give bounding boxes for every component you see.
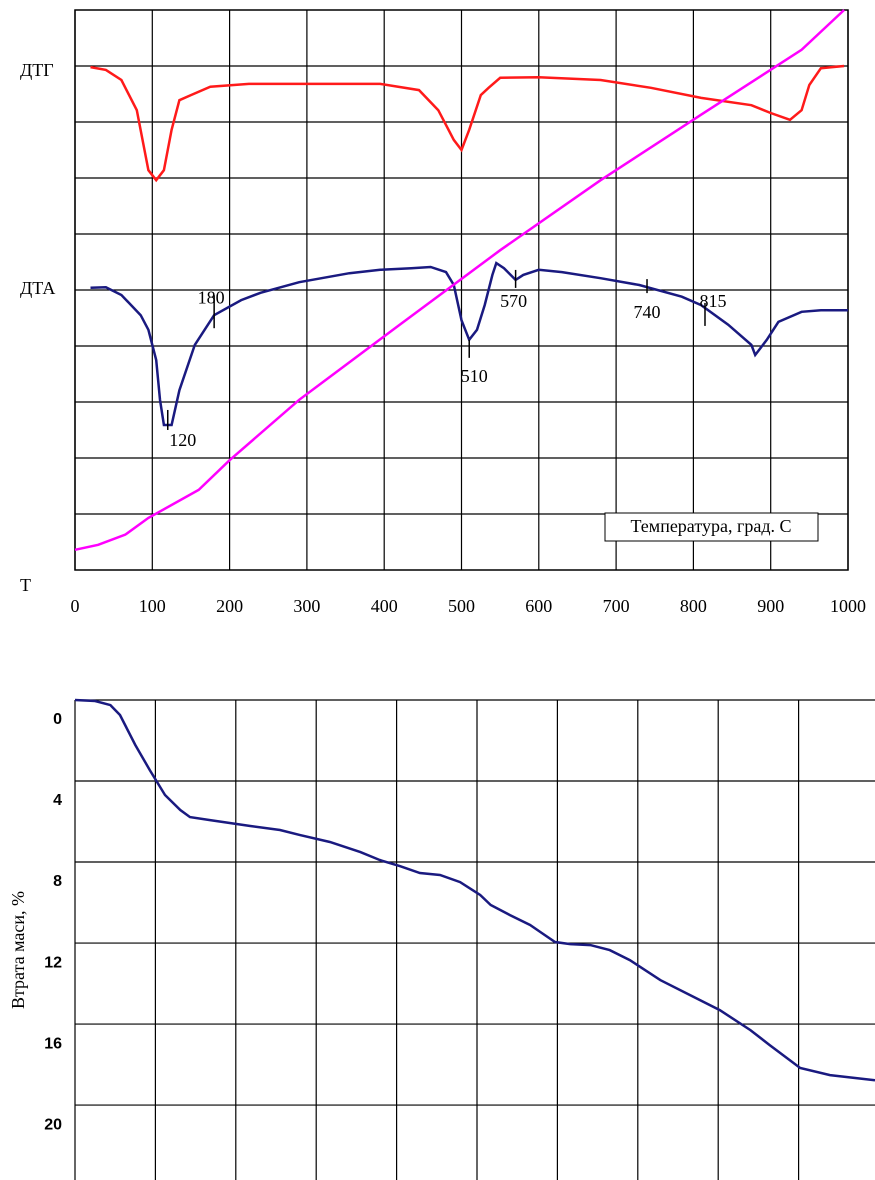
annotation-label: 120 — [169, 430, 196, 450]
y-tick-label: 20 — [44, 1116, 62, 1133]
y-tick-label: 0 — [53, 711, 62, 728]
data-line — [74, 9, 845, 552]
x-tick-label: 0 — [71, 596, 80, 616]
plot-frame — [74, 9, 849, 571]
y-tick-label: 16 — [44, 1035, 62, 1052]
x-tick-label: 700 — [603, 596, 630, 616]
series-label: Т — [20, 575, 31, 595]
x-tick-label: 900 — [757, 596, 784, 616]
annotation-label: 570 — [500, 291, 527, 311]
x-label-box — [604, 512, 819, 542]
y-axis-label: Втрата маси, % — [8, 891, 28, 1009]
series-label: ДТГ — [20, 60, 54, 80]
x-tick-label: 800 — [680, 596, 707, 616]
x-tick-label: 100 — [139, 596, 166, 616]
x-tick-label: 200 — [216, 596, 243, 616]
data-line — [90, 64, 845, 183]
y-tick-label: 12 — [44, 954, 62, 971]
y-tick-label: 4 — [53, 792, 62, 809]
x-tick-label: 600 — [525, 596, 552, 616]
annotation-label: 740 — [634, 302, 661, 322]
annotation-label: 510 — [461, 366, 488, 386]
x-axis-label: Температура, град. С — [631, 516, 792, 536]
data-line — [90, 261, 848, 427]
x-tick-label: 400 — [371, 596, 398, 616]
annotation-label: 180 — [198, 287, 225, 307]
y-tick-label: 8 — [53, 873, 62, 890]
x-tick-label: 500 — [448, 596, 475, 616]
x-tick-label: 1000 — [830, 596, 866, 616]
annotation-label: 815 — [699, 291, 726, 311]
data-line — [74, 698, 875, 1082]
series-label: ДТА — [20, 278, 55, 298]
x-tick-label: 300 — [293, 596, 320, 616]
